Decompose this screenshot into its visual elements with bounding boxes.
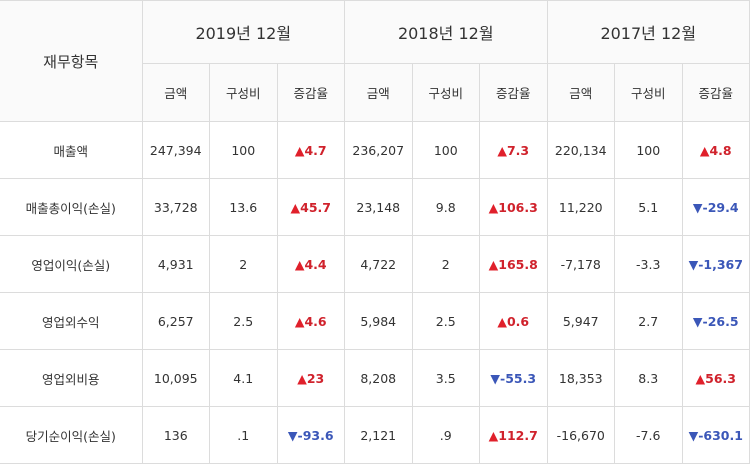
cell: 100 bbox=[209, 121, 278, 179]
cell: 8.3 bbox=[614, 349, 683, 407]
change-rate: ▼-29.4 bbox=[681, 178, 750, 236]
column-header: 금액 bbox=[344, 63, 413, 122]
table-row: 영업외수익 6,257 2.5 ▲4.6 5,984 2.5 ▲0.6 5,947 2.7 ▼-2… bbox=[0, 292, 750, 350]
change-rate: ▲0.6 bbox=[479, 292, 548, 350]
cell: 10,095 bbox=[141, 349, 210, 407]
change-rate: ▼-93.6 bbox=[276, 406, 345, 464]
cell: 6,257 bbox=[141, 292, 210, 350]
cell: 4,722 bbox=[344, 235, 413, 293]
cell: 23,148 bbox=[344, 178, 413, 236]
cell: 220,134 bbox=[546, 121, 615, 179]
change-rate: ▼-1,367 bbox=[681, 235, 750, 293]
row-label: 당기순이익(손실) bbox=[0, 406, 143, 464]
cell: 236,207 bbox=[344, 121, 413, 179]
column-header: 증감율 bbox=[681, 63, 750, 122]
cell: 247,394 bbox=[141, 121, 210, 179]
change-rate: ▼-630.1 bbox=[681, 406, 750, 464]
cell: 13.6 bbox=[209, 178, 278, 236]
change-rate: ▲4.7 bbox=[276, 121, 345, 179]
cell: 4.1 bbox=[209, 349, 278, 407]
change-rate: ▲56.3 bbox=[681, 349, 750, 407]
change-rate: ▲4.4 bbox=[276, 235, 345, 293]
cell: 9.8 bbox=[411, 178, 480, 236]
table-body: 매출액 247,394 100 ▲4.7 236,207 100 ▲7.3 220,134 10… bbox=[0, 121, 750, 464]
cell: 100 bbox=[614, 121, 683, 179]
cell: 18,353 bbox=[546, 349, 615, 407]
change-rate: ▼-55.3 bbox=[479, 349, 548, 407]
change-rate: ▲4.8 bbox=[681, 121, 750, 179]
year-header: 2018년 12월 bbox=[344, 0, 548, 64]
table-row: 매출액 247,394 100 ▲4.7 236,207 100 ▲7.3 220,134 10… bbox=[0, 121, 750, 179]
column-header: 금액 bbox=[142, 63, 210, 122]
cell: 136 bbox=[141, 406, 210, 464]
row-label: 영업외수익 bbox=[0, 292, 143, 350]
row-label: 영업외비용 bbox=[0, 349, 143, 407]
column-header: 구성비 bbox=[614, 63, 683, 122]
cell: 5.1 bbox=[614, 178, 683, 236]
cell: .9 bbox=[411, 406, 480, 464]
cell: -3.3 bbox=[614, 235, 683, 293]
year-header: 2017년 12월 bbox=[546, 0, 750, 64]
cell: 4,931 bbox=[141, 235, 210, 293]
subheader-row: 금액 구성비 증감율 금액 구성비 증감율 금액 구성비 증감율 bbox=[0, 63, 750, 122]
column-header: 금액 bbox=[546, 63, 615, 122]
change-rate: ▲23 bbox=[276, 349, 345, 407]
cell: 5,984 bbox=[344, 292, 413, 350]
change-rate: ▲45.7 bbox=[276, 178, 345, 236]
cell: .1 bbox=[209, 406, 278, 464]
row-label: 매출액 bbox=[0, 121, 143, 179]
cell: -7,178 bbox=[546, 235, 615, 293]
cell: 2.5 bbox=[411, 292, 480, 350]
change-rate: ▲106.3 bbox=[479, 178, 548, 236]
table-row: 영업이익(손실) 4,931 2 ▲4.4 4,722 2 ▲165.8 -7,178 -3.3… bbox=[0, 235, 750, 293]
cell: -16,670 bbox=[546, 406, 615, 464]
cell: 11,220 bbox=[546, 178, 615, 236]
table-row: 매출총이익(손실) 33,728 13.6 ▲45.7 23,148 9.8 ▲106.3 1… bbox=[0, 178, 750, 236]
column-header: 구성비 bbox=[209, 63, 278, 122]
column-header: 증감율 bbox=[479, 63, 548, 122]
cell: 2,121 bbox=[344, 406, 413, 464]
change-rate: ▲165.8 bbox=[479, 235, 548, 293]
column-header: 증감율 bbox=[276, 63, 345, 122]
change-rate: ▲4.6 bbox=[276, 292, 345, 350]
row-label: 매출총이익(손실) bbox=[0, 178, 143, 236]
cell: 100 bbox=[411, 121, 480, 179]
cell: 8,208 bbox=[344, 349, 413, 407]
cell: 33,728 bbox=[141, 178, 210, 236]
column-header: 구성비 bbox=[411, 63, 480, 122]
table-row: 영업외비용 10,095 4.1 ▲23 8,208 3.5 ▼-55.3 18,353 8.3… bbox=[0, 349, 750, 407]
cell: -7.6 bbox=[614, 406, 683, 464]
item-header: 재무항목 bbox=[0, 0, 143, 122]
cell: 2.5 bbox=[209, 292, 278, 350]
cell: 2 bbox=[411, 235, 480, 293]
cell: 2 bbox=[209, 235, 278, 293]
change-rate: ▼-26.5 bbox=[681, 292, 750, 350]
year-header: 2019년 12월 bbox=[141, 0, 345, 64]
cell: 5,947 bbox=[546, 292, 615, 350]
row-label: 영업이익(손실) bbox=[0, 235, 143, 293]
year-row: 재무항목 2019년 12월 2018년 12월 2017년 12월 bbox=[0, 0, 750, 122]
change-rate: ▲7.3 bbox=[479, 121, 548, 179]
cell: 3.5 bbox=[411, 349, 480, 407]
table-row: 당기순이익(손실) 136.1 ▼-93.6 2,121.9 ▲112.7 -16,670… bbox=[0, 406, 750, 464]
change-rate: ▲112.7 bbox=[479, 406, 548, 464]
cell: 2.7 bbox=[614, 292, 683, 350]
